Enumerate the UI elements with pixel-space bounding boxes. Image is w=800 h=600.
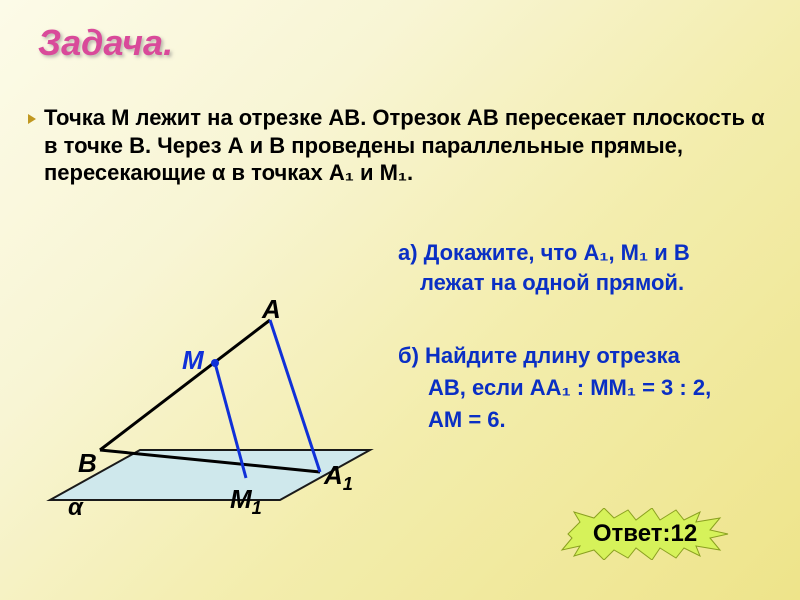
bullet-icon bbox=[28, 114, 36, 124]
subtask-a-line2: лежат на одной прямой. bbox=[398, 268, 690, 298]
answer-text: Ответ:12 bbox=[593, 520, 697, 548]
label-m: М bbox=[182, 345, 204, 376]
label-b: В bbox=[78, 448, 97, 479]
subtask-b: б) Найдите длину отрезка АВ, если АА₁ : … bbox=[398, 340, 711, 436]
subtask-a: а) Докажите, что А₁, М₁ и В лежат на одн… bbox=[398, 238, 690, 297]
subtask-a-line1: а) Докажите, что А₁, М₁ и В bbox=[398, 238, 690, 268]
page-title: Задача. bbox=[38, 22, 173, 64]
label-alpha: α bbox=[68, 494, 83, 522]
label-a: А bbox=[262, 294, 281, 325]
plane-alpha bbox=[50, 450, 370, 500]
point-m bbox=[211, 359, 219, 367]
geometry-diagram: А М В А1 М1 α bbox=[40, 300, 380, 560]
subtask-b-line2: АВ, если АА₁ : ММ₁ = 3 : 2, bbox=[398, 372, 711, 404]
subtask-b-line3: АМ = 6. bbox=[398, 404, 711, 436]
segment-ba bbox=[100, 320, 270, 450]
label-a1: А1 bbox=[324, 460, 353, 495]
answer-box: Ответ:12 bbox=[560, 508, 730, 560]
subtask-b-line1: б) Найдите длину отрезка bbox=[398, 340, 711, 372]
problem-statement: Точка М лежит на отрезке АВ. Отрезок АВ … bbox=[44, 104, 770, 187]
label-m1: М1 bbox=[230, 484, 262, 519]
